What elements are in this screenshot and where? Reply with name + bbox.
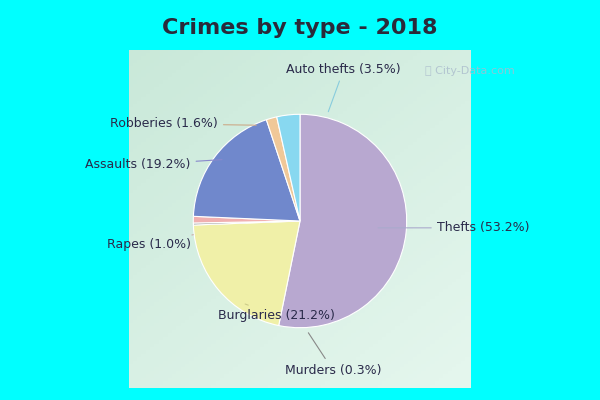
Text: Assaults (19.2%): Assaults (19.2%): [85, 158, 222, 172]
Wedge shape: [266, 117, 300, 221]
Text: Thefts (53.2%): Thefts (53.2%): [378, 221, 529, 234]
Wedge shape: [278, 114, 407, 328]
Text: Rapes (1.0%): Rapes (1.0%): [107, 235, 193, 251]
Text: Murders (0.3%): Murders (0.3%): [284, 333, 381, 377]
Wedge shape: [277, 114, 300, 221]
Text: Robberies (1.6%): Robberies (1.6%): [110, 117, 256, 130]
Text: Crimes by type - 2018: Crimes by type - 2018: [162, 18, 438, 38]
Wedge shape: [193, 120, 300, 221]
Wedge shape: [193, 221, 300, 326]
Text: ⓘ City-Data.com: ⓘ City-Data.com: [425, 66, 515, 76]
Text: Auto thefts (3.5%): Auto thefts (3.5%): [286, 63, 401, 112]
Wedge shape: [193, 216, 300, 223]
Wedge shape: [193, 221, 300, 225]
Text: Burglaries (21.2%): Burglaries (21.2%): [218, 304, 335, 322]
